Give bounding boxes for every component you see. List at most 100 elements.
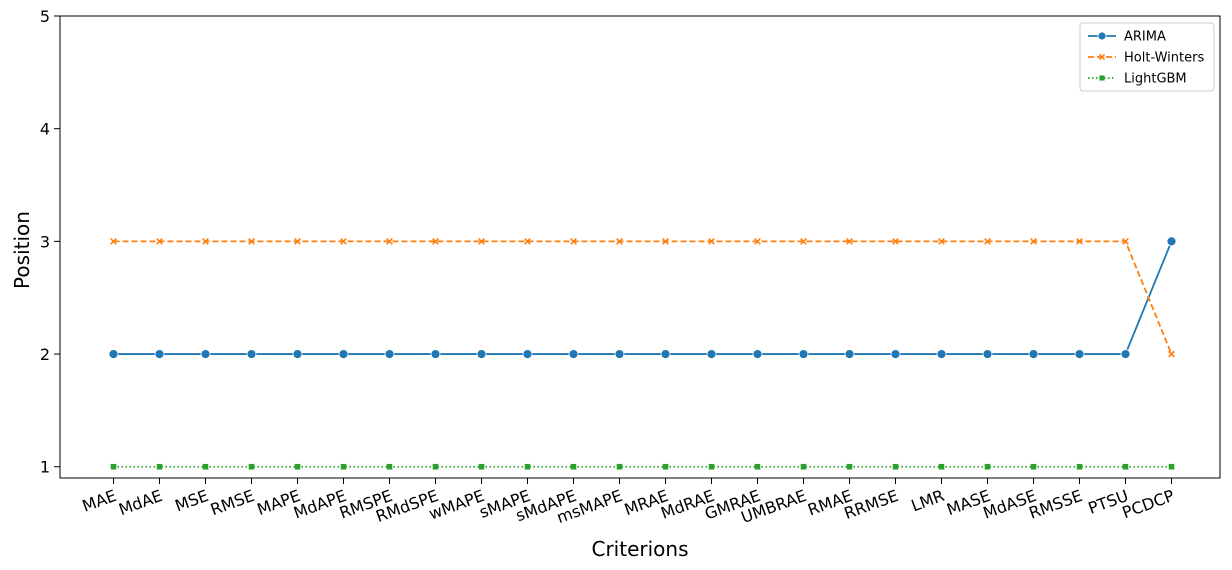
data-point xyxy=(248,238,255,245)
y-tick-label: 3 xyxy=(40,232,50,251)
data-point xyxy=(1097,31,1107,41)
data-point xyxy=(432,238,439,245)
legend-item: Holt-Winters xyxy=(1088,51,1204,66)
data-point xyxy=(708,238,715,245)
legend-label: ARIMA xyxy=(1124,30,1166,45)
data-point xyxy=(1122,463,1129,470)
data-point xyxy=(202,238,209,245)
data-point xyxy=(614,349,625,359)
legend-label: Holt-Winters xyxy=(1124,51,1204,66)
series-line xyxy=(113,240,1173,355)
y-tick-label: 2 xyxy=(40,345,50,364)
data-point xyxy=(568,349,579,359)
data-point xyxy=(798,349,809,359)
x-tick-label: MAE xyxy=(80,486,119,516)
legend-item: LightGBM xyxy=(1088,72,1187,87)
data-point xyxy=(984,238,991,245)
data-point xyxy=(936,349,947,359)
data-point xyxy=(938,463,945,470)
data-point xyxy=(524,463,531,470)
data-point xyxy=(200,349,211,359)
data-point xyxy=(800,463,807,470)
data-point xyxy=(110,463,117,470)
data-point xyxy=(522,349,533,359)
data-point xyxy=(1028,349,1039,359)
data-point xyxy=(340,463,347,470)
legend: ARIMA Holt-Winters LightGBM xyxy=(1079,22,1215,92)
data-point xyxy=(1122,238,1129,245)
y-tick-label: 1 xyxy=(40,458,50,477)
data-point xyxy=(202,463,209,470)
y-tick-label: 4 xyxy=(40,120,50,139)
data-point xyxy=(706,349,717,359)
data-point xyxy=(432,463,439,470)
data-point xyxy=(386,238,393,245)
x-tick-label: LMR xyxy=(909,486,947,515)
data-point xyxy=(294,463,301,470)
x-tick-label: MdAE xyxy=(116,486,165,519)
data-point xyxy=(846,238,853,245)
plot-frame xyxy=(59,15,1221,479)
data-point xyxy=(616,238,623,245)
data-point xyxy=(1076,238,1083,245)
data-point xyxy=(430,349,441,359)
x-tick-label: RMSE xyxy=(208,486,257,519)
y-tick-label: 5 xyxy=(40,7,50,26)
data-point xyxy=(800,238,807,245)
data-point xyxy=(1168,463,1175,470)
data-point xyxy=(340,238,347,245)
data-point xyxy=(156,238,163,245)
data-point xyxy=(708,463,715,470)
data-point xyxy=(338,349,349,359)
data-point xyxy=(386,463,393,470)
data-point xyxy=(1120,349,1131,359)
data-point xyxy=(982,349,993,359)
data-point xyxy=(524,238,531,245)
data-point xyxy=(890,349,901,359)
x-tick-label: RMSSE xyxy=(1026,486,1085,523)
data-point xyxy=(1099,75,1105,81)
data-point xyxy=(246,349,257,359)
x-axis-label: Criterions xyxy=(591,537,688,561)
data-point xyxy=(110,238,117,245)
data-point xyxy=(108,349,119,359)
data-point xyxy=(1166,236,1177,247)
y-axis-label: Position xyxy=(10,211,34,289)
data-point xyxy=(844,349,855,359)
series-2 xyxy=(110,463,1175,470)
plot-area xyxy=(60,16,1220,478)
data-point xyxy=(154,349,165,359)
data-point xyxy=(662,238,669,245)
data-point xyxy=(294,238,301,245)
x-tick-label: MSE xyxy=(172,486,211,516)
data-point xyxy=(754,238,761,245)
data-point xyxy=(892,238,899,245)
legend-box xyxy=(1079,22,1215,92)
series-0 xyxy=(108,236,1177,359)
data-point xyxy=(248,463,255,470)
data-point xyxy=(1030,463,1037,470)
data-point xyxy=(660,349,671,359)
data-point xyxy=(570,463,577,470)
data-point xyxy=(1098,53,1106,61)
data-point xyxy=(570,238,577,245)
data-point xyxy=(752,349,763,359)
data-point xyxy=(984,463,991,470)
data-point xyxy=(754,463,761,470)
data-point xyxy=(616,463,623,470)
legend-item: ARIMA xyxy=(1088,30,1166,45)
data-point xyxy=(1030,238,1037,245)
data-point xyxy=(662,463,669,470)
data-point xyxy=(1076,463,1083,470)
data-point xyxy=(478,463,485,470)
data-point xyxy=(892,463,899,470)
data-point xyxy=(1168,350,1175,358)
x-tick-label: PCDCP xyxy=(1120,486,1178,522)
data-point xyxy=(384,349,395,359)
data-point xyxy=(938,238,945,245)
data-point xyxy=(292,349,303,359)
series-line xyxy=(113,241,1173,355)
series-layer xyxy=(108,236,1177,470)
data-point xyxy=(1074,349,1085,359)
